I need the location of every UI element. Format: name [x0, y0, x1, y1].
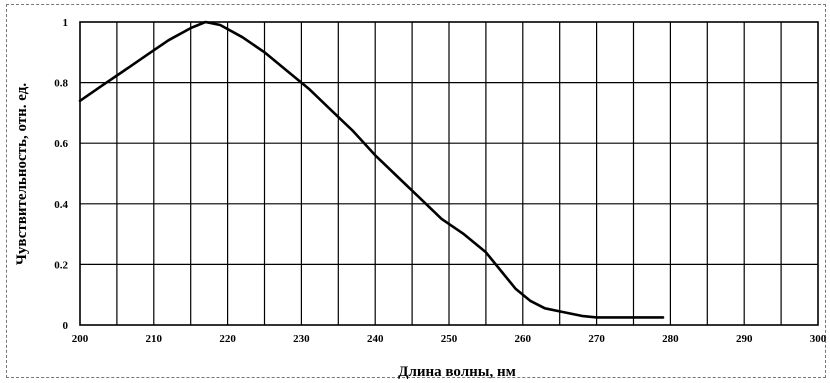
x-tick-label: 200: [72, 333, 89, 345]
x-tick-label: 270: [588, 333, 605, 345]
x-tick-label: 290: [736, 333, 753, 345]
x-tick-label: 220: [219, 333, 236, 345]
series-layer: [78, 20, 665, 319]
y-tick-label: 0.4: [54, 199, 68, 211]
y-tick-label: 0: [63, 320, 69, 332]
x-tick-label: 210: [146, 333, 163, 345]
plot-area-border: [79, 21, 819, 326]
y-tick-label: 1: [63, 17, 69, 29]
x-tick-label: 230: [293, 333, 310, 345]
y-axis-label: Чувствительность, отн. ед.: [14, 83, 30, 265]
y-tick-label: 0.6: [54, 138, 68, 150]
sensitivity-curve: [78, 20, 665, 319]
x-tick-labels: 200 210 220 230 240 250 260 270 280 290 300: [72, 333, 827, 345]
y-tick-label: 0.2: [54, 259, 68, 271]
y-tick-labels: 0 0.2 0.4 0.6 0.8 1: [54, 17, 68, 332]
y-tick-label: 0.8: [54, 78, 68, 90]
chart-frame: [6, 4, 826, 378]
x-tick-label: 250: [441, 333, 458, 345]
x-tick-label: 280: [662, 333, 679, 345]
x-tick-label: 300: [810, 333, 827, 345]
x-axis-label: Длина волны, нм: [398, 364, 516, 380]
x-tick-label: 260: [515, 333, 532, 345]
grid: [80, 22, 818, 325]
x-tick-label: 240: [367, 333, 384, 345]
